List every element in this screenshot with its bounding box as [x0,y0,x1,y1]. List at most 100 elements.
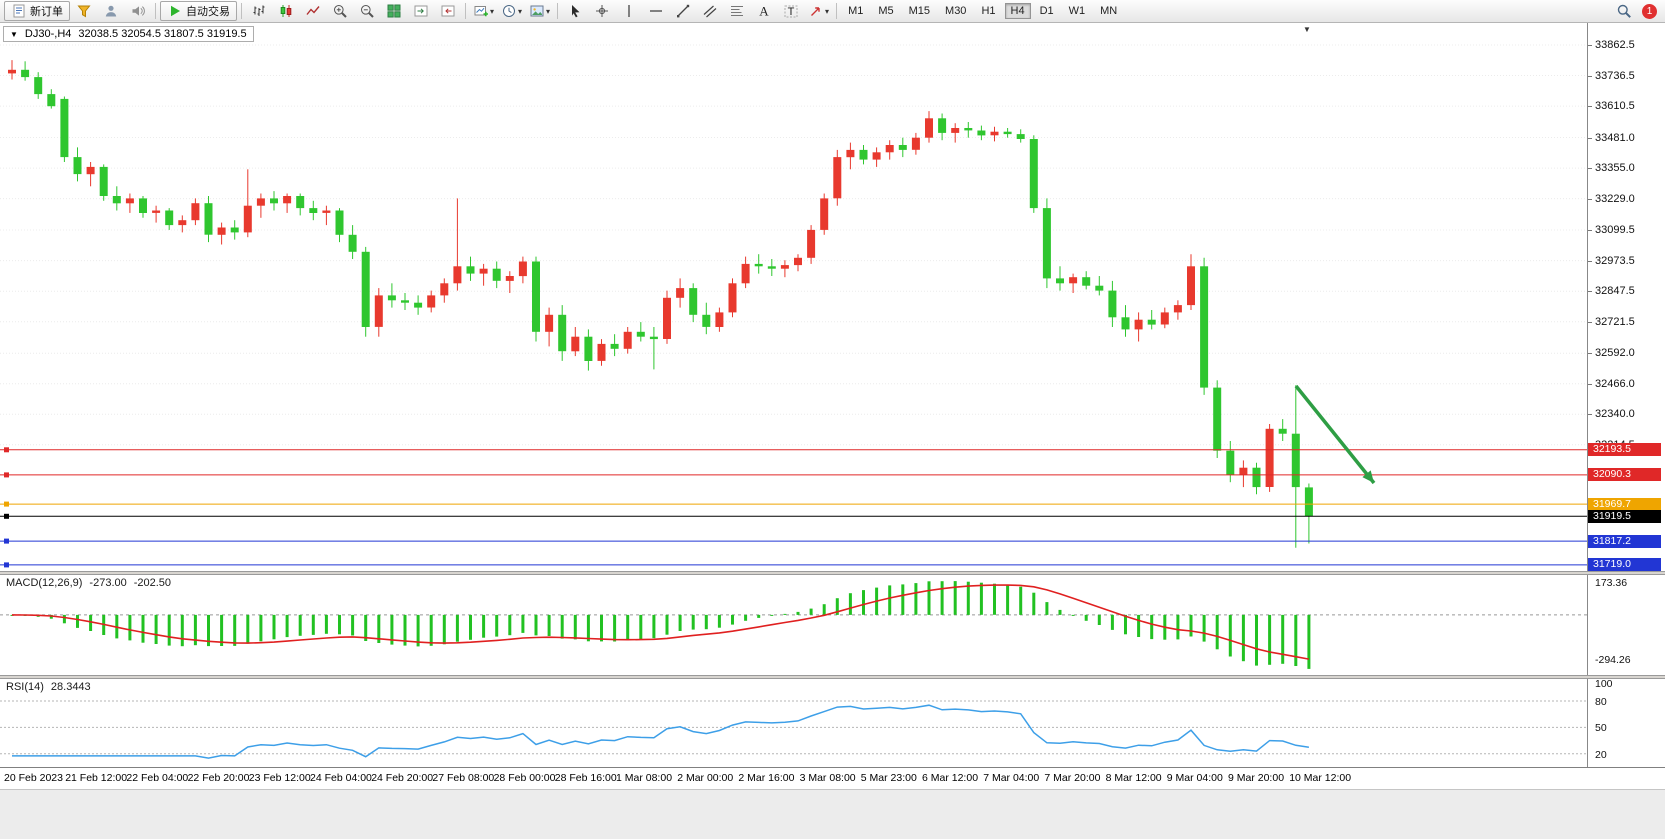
toolbar-separator [155,3,156,19]
shapes-button[interactable]: ▾ [805,1,832,21]
new-order-button[interactable]: 新订单 [4,1,70,21]
rsi-chart[interactable] [0,679,1587,767]
tile-windows-button[interactable] [381,1,407,21]
line-chart-icon [306,6,320,15]
label-button[interactable]: T [778,1,804,21]
scale-tick [1588,291,1592,293]
time-axis-label: 7 Mar 04:00 [983,772,1040,784]
channel-button[interactable] [697,1,723,21]
macd-label: MACD(12,26,9) -273.00 -202.50 [4,577,174,589]
time-axis-label: 8 Mar 12:00 [1105,772,1162,784]
line-handle[interactable] [4,447,9,453]
time-axis-label: 6 Mar 12:00 [922,772,979,784]
time-axis-label: 23 Feb 12:00 [248,772,311,784]
price-axis-label: 32847.5 [1595,285,1635,298]
toolbar-separator [836,3,838,19]
price-level-badge: 32193.5 [1588,443,1661,457]
horizontal-line-button[interactable] [643,1,669,21]
timeframe-h1[interactable]: H1 [981,5,996,17]
time-axis[interactable]: 20 Feb 2023 21 Feb 12:00 22 Feb 04:00 22 Fe… [0,767,1665,789]
rsi-axis-label: 50 [1595,722,1607,735]
price-level-badge: 31817.2 [1588,534,1661,548]
line-handle[interactable] [4,513,9,519]
current-price-badge: 31919.5 [1588,509,1661,523]
auto-trading-button[interactable]: 自动交易 [160,1,237,21]
ohlc-text: 32038.5 32054.5 31807.5 31919.5 [78,28,247,40]
time-axis-label: 10 Mar 12:00 [1289,772,1352,784]
main-chart[interactable] [0,23,1587,571]
price-axis-label: 33229.0 [1595,192,1635,205]
scroll-anchor-icon[interactable]: ▼ [1303,25,1311,34]
sound-button[interactable] [125,1,151,21]
template-button[interactable]: ▾ [526,1,553,21]
main-chart-pane: 33862.5 33736.5 33610.5 33481.0 33355.0 33229… [0,23,1665,572]
rsi-scale[interactable]: 100 80 50 20 [1587,678,1665,767]
rsi-title: RSI(14) [6,681,44,693]
contacts-button[interactable] [98,1,124,21]
macd-chart[interactable] [0,575,1587,675]
vertical-line-button[interactable] [616,1,642,21]
toolbar-separator [557,3,559,19]
scale-tick [1588,353,1592,355]
scale-tick [1588,137,1592,139]
auto-scroll-button[interactable] [408,1,434,21]
line-handle[interactable] [4,501,9,507]
price-level-badge: 31969.7 [1588,497,1661,511]
fibonacci-button[interactable] [724,1,750,21]
bar-chart-icon [253,5,265,16]
line-handle[interactable] [4,538,9,544]
time-axis-label: 2 Mar 00:00 [677,772,734,784]
candlestick-icon [280,5,292,17]
rsi-line [12,704,1310,759]
timeframe-m5[interactable]: M5 [878,5,894,17]
period-button[interactable]: ▾ [498,1,525,21]
shapes-icon [811,7,820,16]
symbol-label: ▼ DJ30-,H4 32038.5 32054.5 31807.5 31919… [3,26,254,42]
crosshair-button[interactable] [589,1,615,21]
candlestick-button[interactable] [273,1,299,21]
price-axis-label: 33355.0 [1595,162,1635,175]
funnel-button[interactable] [71,1,97,21]
macd-scale[interactable]: 173.36 -294.26 [1587,575,1665,675]
auto-scroll-icon [414,5,428,17]
trendline-button[interactable] [670,1,696,21]
trend-arrow[interactable] [1294,384,1376,485]
chevron-down-icon: ▾ [546,6,551,16]
macd-signal-line [11,584,1310,660]
toolbar: 新订单 自动交易 ▾ ▾ ▾ A T ▾ M1 M5 M15 M30 H1 H4 D1 W1 MN 1 [0,0,1665,23]
timeframe-m30[interactable]: M30 [945,5,967,17]
cursor-button[interactable] [562,1,588,21]
timeframe-m15[interactable]: M15 [908,5,931,17]
notification-badge[interactable]: 1 [1642,3,1657,19]
bar-chart-button[interactable] [246,1,272,21]
timeframe-m1[interactable]: M1 [848,5,864,17]
timeframe-mn[interactable]: MN [1100,5,1118,17]
chart-shift-button[interactable] [435,1,461,21]
pane-separator[interactable] [0,571,1665,575]
label-icon: T [784,5,798,18]
scale-tick [1588,75,1592,77]
timeframe-h4[interactable]: H4 [1004,3,1031,19]
new-chart-button[interactable]: ▾ [470,1,497,21]
line-handle[interactable] [4,472,9,478]
macd-pane: 173.36 -294.26 MACD(12,26,9) -273.00 -20… [0,575,1665,675]
zoom-out-button[interactable] [354,1,380,21]
chart-shift-icon [441,5,455,17]
zoom-in-button[interactable] [327,1,353,21]
chevron-down-icon[interactable]: ▼ [10,29,18,39]
timeframe-w1[interactable]: W1 [1068,5,1086,17]
timeframe-d1[interactable]: D1 [1039,5,1054,17]
toolbar-separator [465,3,466,19]
text-button[interactable]: A [751,1,777,21]
search-icon [1617,4,1631,18]
scale-tick [1588,321,1592,323]
zoom-out-icon [361,5,374,18]
pane-separator[interactable] [0,675,1665,679]
line-chart-button[interactable] [300,1,326,21]
price-level-badge: 32090.3 [1588,468,1661,482]
line-handle[interactable] [4,562,9,568]
price-axis-label: 32592.0 [1595,347,1635,360]
macd-signal-value: -202.50 [133,577,172,589]
search-button[interactable] [1611,1,1637,21]
price-scale[interactable]: 33862.5 33736.5 33610.5 33481.0 33355.0 33229… [1587,23,1665,572]
